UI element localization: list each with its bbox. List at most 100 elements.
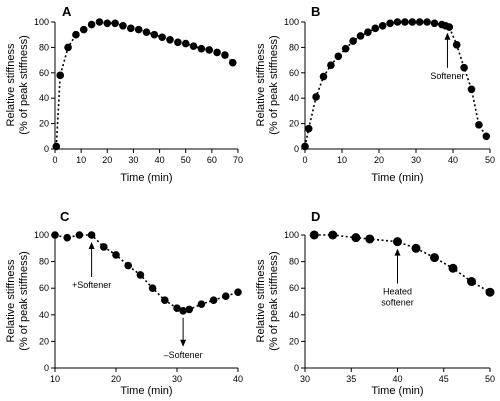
data-point (173, 304, 181, 312)
data-point (467, 277, 476, 287)
data-point (127, 24, 135, 33)
y-axis-title-line1: Relative stiffness (255, 43, 267, 126)
data-point (119, 22, 127, 30)
data-point (112, 251, 120, 259)
data-point (222, 292, 230, 300)
data-point (111, 19, 119, 28)
data-point (142, 28, 151, 36)
data-point (174, 38, 182, 47)
panel-d: D 0 20 40 60 80 100 30 35 40 45 50 Time (min) Relativ… (255, 209, 495, 397)
data-point (179, 307, 187, 315)
y-tick-label: 20 (39, 119, 49, 129)
panel-b: B 0 20 40 60 80 100 0 10 20 30 40 50 Time (min) Relati… (255, 4, 495, 184)
data-point (460, 63, 468, 72)
annotation-label: +Softener (72, 280, 111, 290)
y-axis-title-line1: Relative stiffness (5, 259, 17, 342)
data-point (213, 48, 221, 57)
annotation-label-line2: softener (381, 298, 414, 308)
data-point (328, 230, 338, 240)
annotation: –Softener (164, 317, 203, 360)
data-point (327, 61, 335, 69)
y-tick-label: 40 (289, 310, 299, 320)
x-tick-label: 40 (392, 374, 402, 384)
y-tick-label: 60 (289, 68, 299, 78)
panel-letter: D (311, 209, 320, 224)
y-tick-label: 100 (284, 17, 299, 27)
data-point (349, 37, 357, 45)
data-point (304, 124, 313, 133)
data-point (95, 18, 104, 26)
y-tick-label: 80 (39, 42, 49, 52)
x-tick-label: 20 (102, 155, 112, 165)
data-point (197, 300, 206, 308)
x-tick-label: 40 (155, 155, 165, 165)
annotation: +Softener (72, 242, 111, 290)
x-axis-title: Time (min) (120, 172, 172, 184)
data-point (430, 253, 439, 263)
x-tick-label: 30 (411, 155, 421, 165)
annotation-arrow-head (180, 339, 187, 347)
data-point (408, 18, 417, 26)
y-tick-label: 60 (39, 68, 49, 78)
panel-letter: A (62, 4, 72, 19)
annotation-arrow-head (88, 242, 95, 249)
x-tick-label: 70 (233, 155, 243, 165)
y-tick-label: 20 (39, 336, 49, 346)
y-axis-title-line1: Relative stiffness (5, 43, 17, 126)
data-point (309, 230, 319, 240)
x-tick-label: 50 (181, 155, 191, 165)
data-point (56, 71, 65, 80)
y-axis-title-line2: (% of peak stiffness) (268, 35, 280, 134)
y-tick-label: 100 (284, 230, 299, 240)
data-point (87, 231, 96, 239)
y-axis-title-line2: (% of peak stiffness) (18, 35, 30, 134)
data-point (75, 231, 84, 239)
data-point (136, 271, 145, 279)
data-point (228, 58, 237, 67)
y-axis-title-line1: Relative stiffness (255, 259, 267, 342)
data-point (185, 305, 193, 314)
data-point (189, 42, 198, 50)
data-point (100, 243, 108, 251)
data-point (401, 18, 409, 26)
data-point (319, 72, 328, 81)
data-point (72, 30, 80, 39)
data-point (386, 19, 394, 28)
data-point (63, 233, 71, 242)
data-point (393, 18, 402, 26)
y-tick-label: 60 (289, 283, 299, 293)
y-tick-label: 0 (294, 363, 299, 373)
x-axis-title: Time (min) (120, 385, 172, 397)
data-point (209, 296, 218, 304)
series-line (304, 21, 487, 147)
data-point (103, 19, 112, 28)
y-tick-label: 100 (34, 230, 49, 240)
x-tick-label: 10 (337, 155, 347, 165)
data-point (378, 22, 387, 30)
y-tick-label: 40 (39, 93, 49, 103)
y-tick-label: 80 (289, 42, 299, 52)
panel-a: A 0 20 40 60 80 100 0 10 20 30 40 50 60 70 Time (min) Re… (5, 4, 243, 184)
x-tick-label: 50 (485, 374, 495, 384)
data-point (51, 231, 59, 239)
x-tick-label: 30 (300, 374, 310, 384)
x-tick-label: 50 (485, 155, 495, 165)
y-tick-label: 0 (44, 363, 49, 373)
series-line (55, 21, 234, 147)
x-tick-label: 10 (76, 155, 86, 165)
annotation-label-line1: Heated (383, 287, 412, 297)
data-point (87, 20, 96, 29)
data-point (79, 25, 88, 34)
data-point (482, 132, 491, 141)
y-axis-title-line2: (% of peak stiffness) (18, 251, 30, 350)
x-tick-label: 10 (50, 374, 60, 384)
annotation: Softener (430, 32, 464, 81)
series-line (314, 234, 491, 293)
data-point (134, 25, 143, 34)
y-axis-title-line2: (% of peak stiffness) (268, 251, 280, 350)
panel-c: C 0 20 40 60 80 100 10 20 30 40 Time (min) Relative … (5, 209, 243, 397)
data-point (445, 23, 454, 31)
data-point (452, 41, 461, 49)
